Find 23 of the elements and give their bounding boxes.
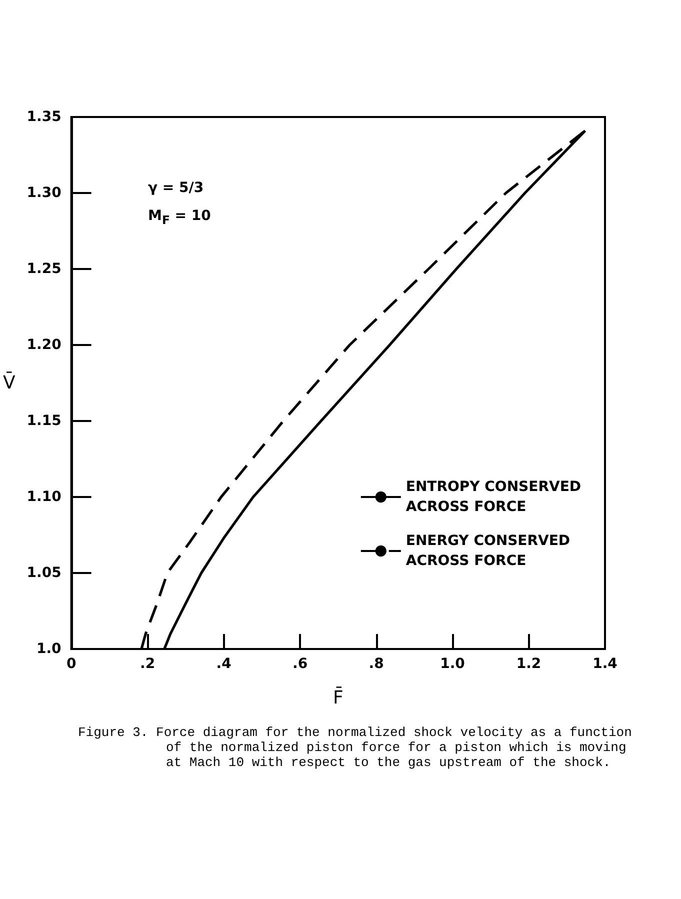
y-tick-label: 1.10 <box>26 489 62 505</box>
y-tick-label: 1.25 <box>26 261 62 277</box>
x-tick-label: 1.4 <box>592 656 618 672</box>
legend-label: ENERGY CONSERVED ACROSS FORCE <box>406 533 570 569</box>
caption: Figure 3. Force diagram for the normalized shock velocity as a function of the normalized piston force for a piston which is moving at Mach 10 with respect to the gas upstream of the shock. <box>78 725 633 770</box>
y-tick-label: 1.20 <box>26 337 62 353</box>
x-tick-label: 1.2 <box>516 656 542 672</box>
x-axis-title: F̄ <box>332 686 344 708</box>
y-tick-label: 1.35 <box>26 109 62 125</box>
y-tick-label: 1.30 <box>26 185 62 201</box>
x-tick-label: .2 <box>140 656 156 672</box>
annotation: M$_{F}$ = 10 <box>148 208 211 227</box>
y-tick-label: 1.05 <box>26 565 62 581</box>
x-tick-label: .6 <box>292 656 308 672</box>
legend-label: ENTROPY CONSERVED ACROSS FORCE <box>406 479 581 515</box>
y-axis-title: V̄ <box>2 371 16 394</box>
x-tick-label: 1.0 <box>440 656 466 672</box>
x-tick-label: 0 <box>66 656 76 672</box>
y-tick-label: 1.0 <box>36 641 62 657</box>
y-tick-label: 1.15 <box>26 413 62 429</box>
annotation: γ = 5/3 <box>148 180 204 196</box>
x-tick-label: .4 <box>216 656 232 672</box>
x-tick-label: .8 <box>368 656 384 672</box>
